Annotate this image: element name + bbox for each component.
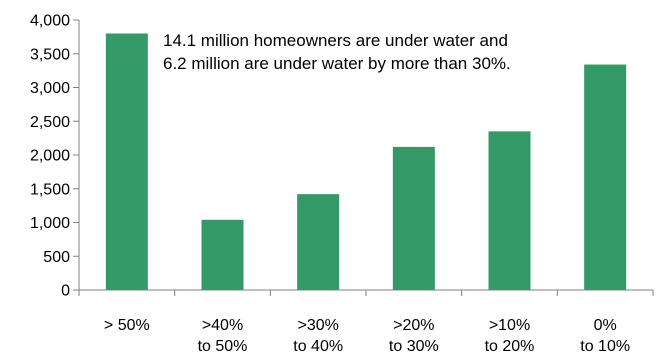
bar xyxy=(201,219,244,290)
bars xyxy=(105,33,627,290)
x-category-label: >30% to 40% xyxy=(293,317,343,355)
y-tick-label: 1,000 xyxy=(30,215,70,232)
y-tick-label: 0 xyxy=(61,283,70,300)
y-tick-label: 500 xyxy=(43,249,70,266)
bar xyxy=(297,194,340,290)
y-tick-label: 3,500 xyxy=(30,46,70,63)
bar xyxy=(392,146,435,290)
x-category-label: >20% to 30% xyxy=(389,317,439,355)
x-category-label: >10% to 20% xyxy=(485,317,535,355)
y-tick-label: 2,000 xyxy=(30,148,70,165)
y-tick-label: 2,500 xyxy=(30,114,70,131)
y-tick-label: 3,000 xyxy=(30,80,70,97)
annotation-line-1: 14.1 million homeowners are under water … xyxy=(163,31,508,50)
annotation-line-2: 6.2 million are under water by more than… xyxy=(163,54,511,73)
y-tick-label: 4,000 xyxy=(30,13,70,30)
bar xyxy=(105,33,148,290)
x-category-label: > 50% xyxy=(104,317,150,334)
y-axis: 0 500 1,000 1,500 2,000 2,500 3,000 3,500 4,000 xyxy=(30,13,80,300)
x-category-label: 0% to 10% xyxy=(580,317,630,355)
x-category-label: >40% to 50% xyxy=(198,317,248,355)
y-tick-label: 1,500 xyxy=(30,181,70,198)
x-axis: > 50% >40% to 50% >30% to 40% >20% to 30% >10% t… xyxy=(78,289,654,355)
chart-annotation: 14.1 million homeowners are under water … xyxy=(163,31,513,73)
bar xyxy=(488,131,531,290)
bar xyxy=(584,64,627,290)
